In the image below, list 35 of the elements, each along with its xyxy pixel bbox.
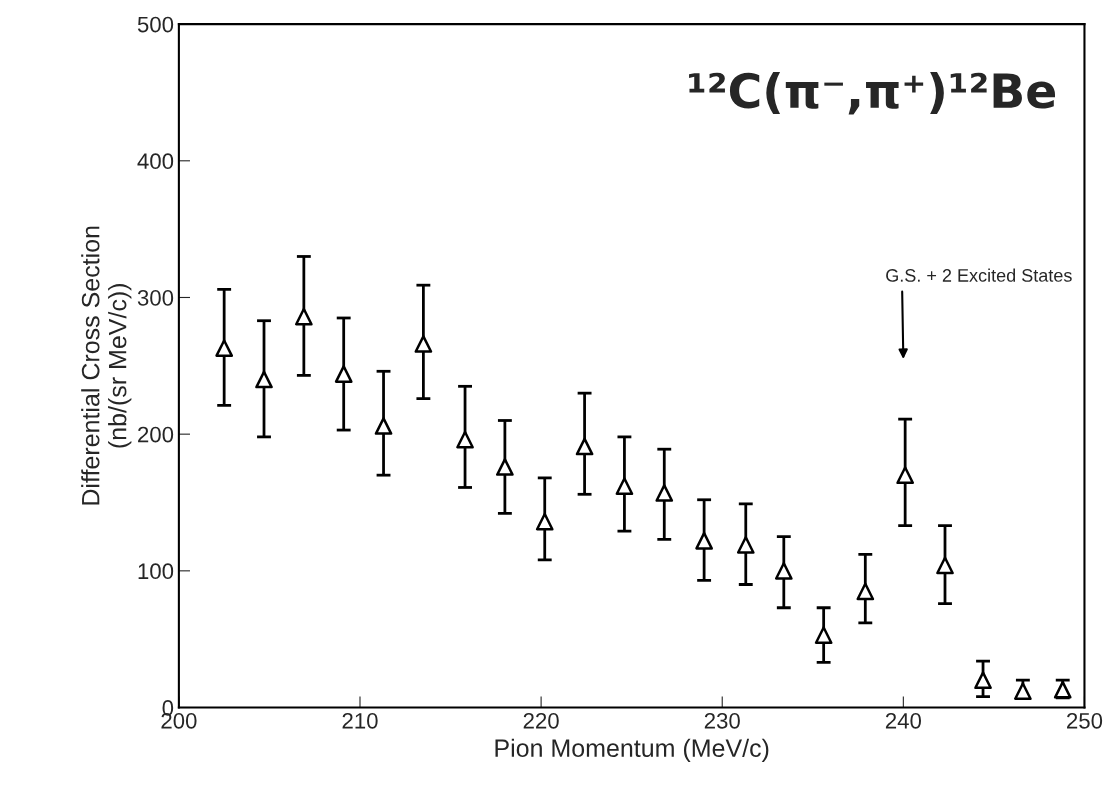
point [615, 477, 634, 495]
x-tick-label: 240 [885, 712, 922, 729]
point [294, 307, 313, 326]
point [974, 671, 992, 690]
x-tick-label: 250 [1067, 712, 1103, 729]
point [456, 430, 474, 449]
point [334, 365, 353, 383]
x-tick-label: 230 [704, 712, 740, 729]
point [535, 512, 554, 531]
point [814, 626, 833, 644]
point [856, 582, 875, 601]
point [215, 339, 234, 357]
point [414, 335, 433, 353]
y-tick-label: 100 [138, 563, 174, 580]
y-tick-label: 500 [137, 16, 174, 33]
text: ¹²C(π⁻,π⁺)¹²Be [689, 72, 1056, 115]
point [936, 556, 954, 575]
point [896, 466, 915, 485]
x-tick-label: 210 [342, 712, 378, 729]
x-axis-title: Pion Momentum (MeV/c) [495, 738, 769, 762]
annotation: G.S. + 2 Excited States [886, 268, 1072, 282]
point [496, 458, 514, 476]
y-tick-label: 200 [138, 426, 174, 443]
point [255, 370, 273, 389]
point [736, 536, 755, 554]
point [695, 531, 713, 550]
point [655, 484, 674, 502]
point [374, 417, 393, 435]
point [774, 561, 793, 580]
point [575, 437, 594, 456]
y-tick-label: 400 [137, 153, 174, 170]
y-axis-title: Differential Cross Section (nb/(sr MeV/c)) [81, 226, 132, 505]
y-tick-label: 300 [137, 290, 174, 306]
point [1014, 682, 1032, 700]
x-tick-label: 220 [523, 712, 559, 729]
